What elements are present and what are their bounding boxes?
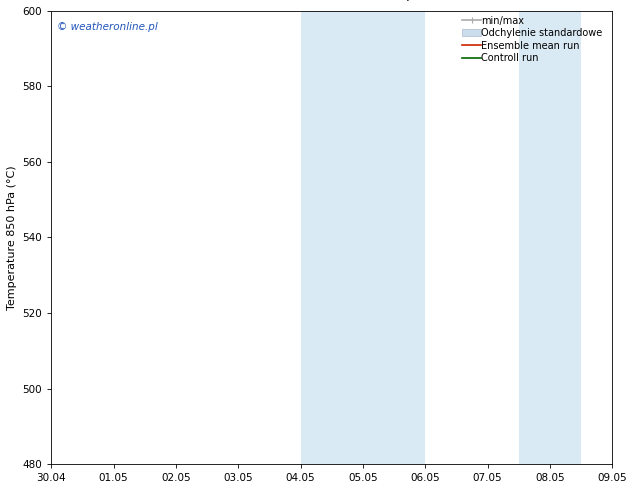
Text: © weatheronline.pl: © weatheronline.pl (57, 22, 158, 32)
Text: ENS Time Series Stambuł: ENS Time Series Stambuł (181, 0, 349, 1)
Bar (301, 11, 425, 464)
Text: pon.. 29.04.2024 21 UTC: pon.. 29.04.2024 21 UTC (406, 0, 571, 1)
Legend: min/max, Odchylenie standardowe, Ensemble mean run, Controll run: min/max, Odchylenie standardowe, Ensembl… (460, 14, 609, 65)
Bar (519, 11, 581, 464)
Y-axis label: Temperature 850 hPa (°C): Temperature 850 hPa (°C) (7, 165, 17, 310)
